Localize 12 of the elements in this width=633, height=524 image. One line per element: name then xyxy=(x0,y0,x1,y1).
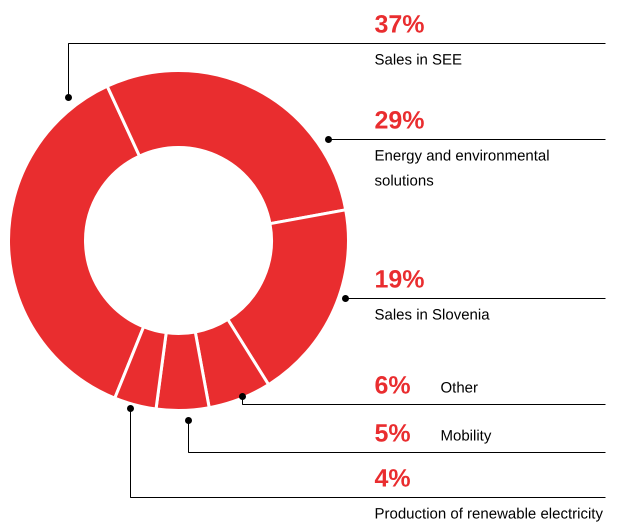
slice-label: Sales in Slovenia xyxy=(374,306,490,324)
data-label: 37% xyxy=(374,10,425,38)
data-label: 4% xyxy=(374,464,411,492)
slice-label: Energy and environmental solutions xyxy=(374,148,550,190)
slice-label: Mobility xyxy=(440,428,492,444)
slice-label: Production of renewable electricity xyxy=(374,506,604,522)
slice-label: Sales in SEE xyxy=(374,52,462,68)
data-label: 19% xyxy=(374,266,425,294)
data-label: 5% xyxy=(374,420,411,448)
slice-label: Other xyxy=(440,380,478,396)
data-label: 6% xyxy=(374,372,411,400)
data-label: 29% xyxy=(374,106,425,134)
